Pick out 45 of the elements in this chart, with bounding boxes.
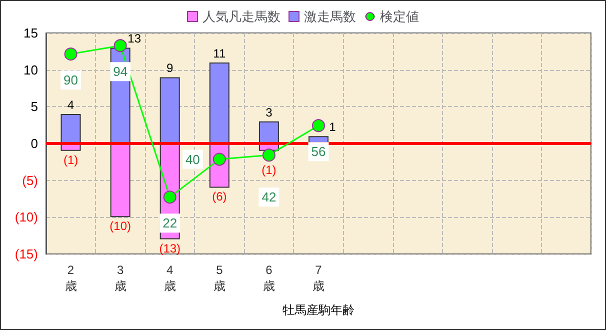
- point: [163, 190, 176, 204]
- point: [312, 119, 325, 132]
- bar: [209, 62, 230, 144]
- data-label: 94: [113, 64, 128, 80]
- data-label: 40: [185, 152, 200, 167]
- x-tick-label: 7歳: [312, 263, 324, 293]
- bar: [258, 121, 279, 144]
- y-tick-label: (15): [14, 246, 38, 262]
- y-tick-label: 15: [24, 26, 38, 40]
- x-tick-label: 5歳: [213, 263, 226, 293]
- data-label: (6): [212, 190, 227, 204]
- legend-label: 人気凡走馬数: [202, 9, 280, 24]
- data-label: (1): [63, 152, 78, 167]
- point: [212, 152, 226, 166]
- data-label: (1): [262, 163, 276, 178]
- bar: [60, 114, 81, 144]
- data-label: 22: [162, 216, 178, 231]
- y-tick-label: (10): [14, 210, 38, 225]
- data-label: (13): [159, 241, 181, 256]
- point: [64, 48, 78, 61]
- bar: [110, 144, 130, 218]
- x-tick-label: 4歳: [164, 263, 176, 293]
- data-label: 4: [67, 98, 74, 112]
- x-tick-label: 3歳: [114, 263, 126, 293]
- legend-label: 激走馬数: [304, 9, 356, 24]
- data-label: 42: [262, 190, 276, 205]
- y-tick-label: (5): [22, 172, 38, 188]
- data-label: 11: [213, 46, 226, 60]
- x-tick-label: 6歳: [262, 263, 275, 293]
- y-tick-label: 0: [30, 136, 38, 151]
- y-tick-label: 5: [30, 99, 38, 114]
- x-axis-title: 牡馬産駒年齢: [282, 303, 354, 317]
- data-label: 90: [64, 72, 78, 88]
- legend-label: 検定値: [380, 9, 419, 24]
- data-label: 9: [166, 61, 174, 76]
- data-label: 3: [266, 105, 273, 120]
- point: [262, 148, 276, 162]
- bar: [160, 77, 180, 144]
- x-tick-label: 2歳: [64, 263, 77, 293]
- data-label: 13: [128, 32, 142, 46]
- data-label: (10): [110, 219, 131, 234]
- point: [114, 39, 127, 52]
- y-tick-label: 10: [24, 62, 38, 78]
- data-label: 56: [311, 144, 326, 160]
- data-label: 1: [329, 120, 336, 134]
